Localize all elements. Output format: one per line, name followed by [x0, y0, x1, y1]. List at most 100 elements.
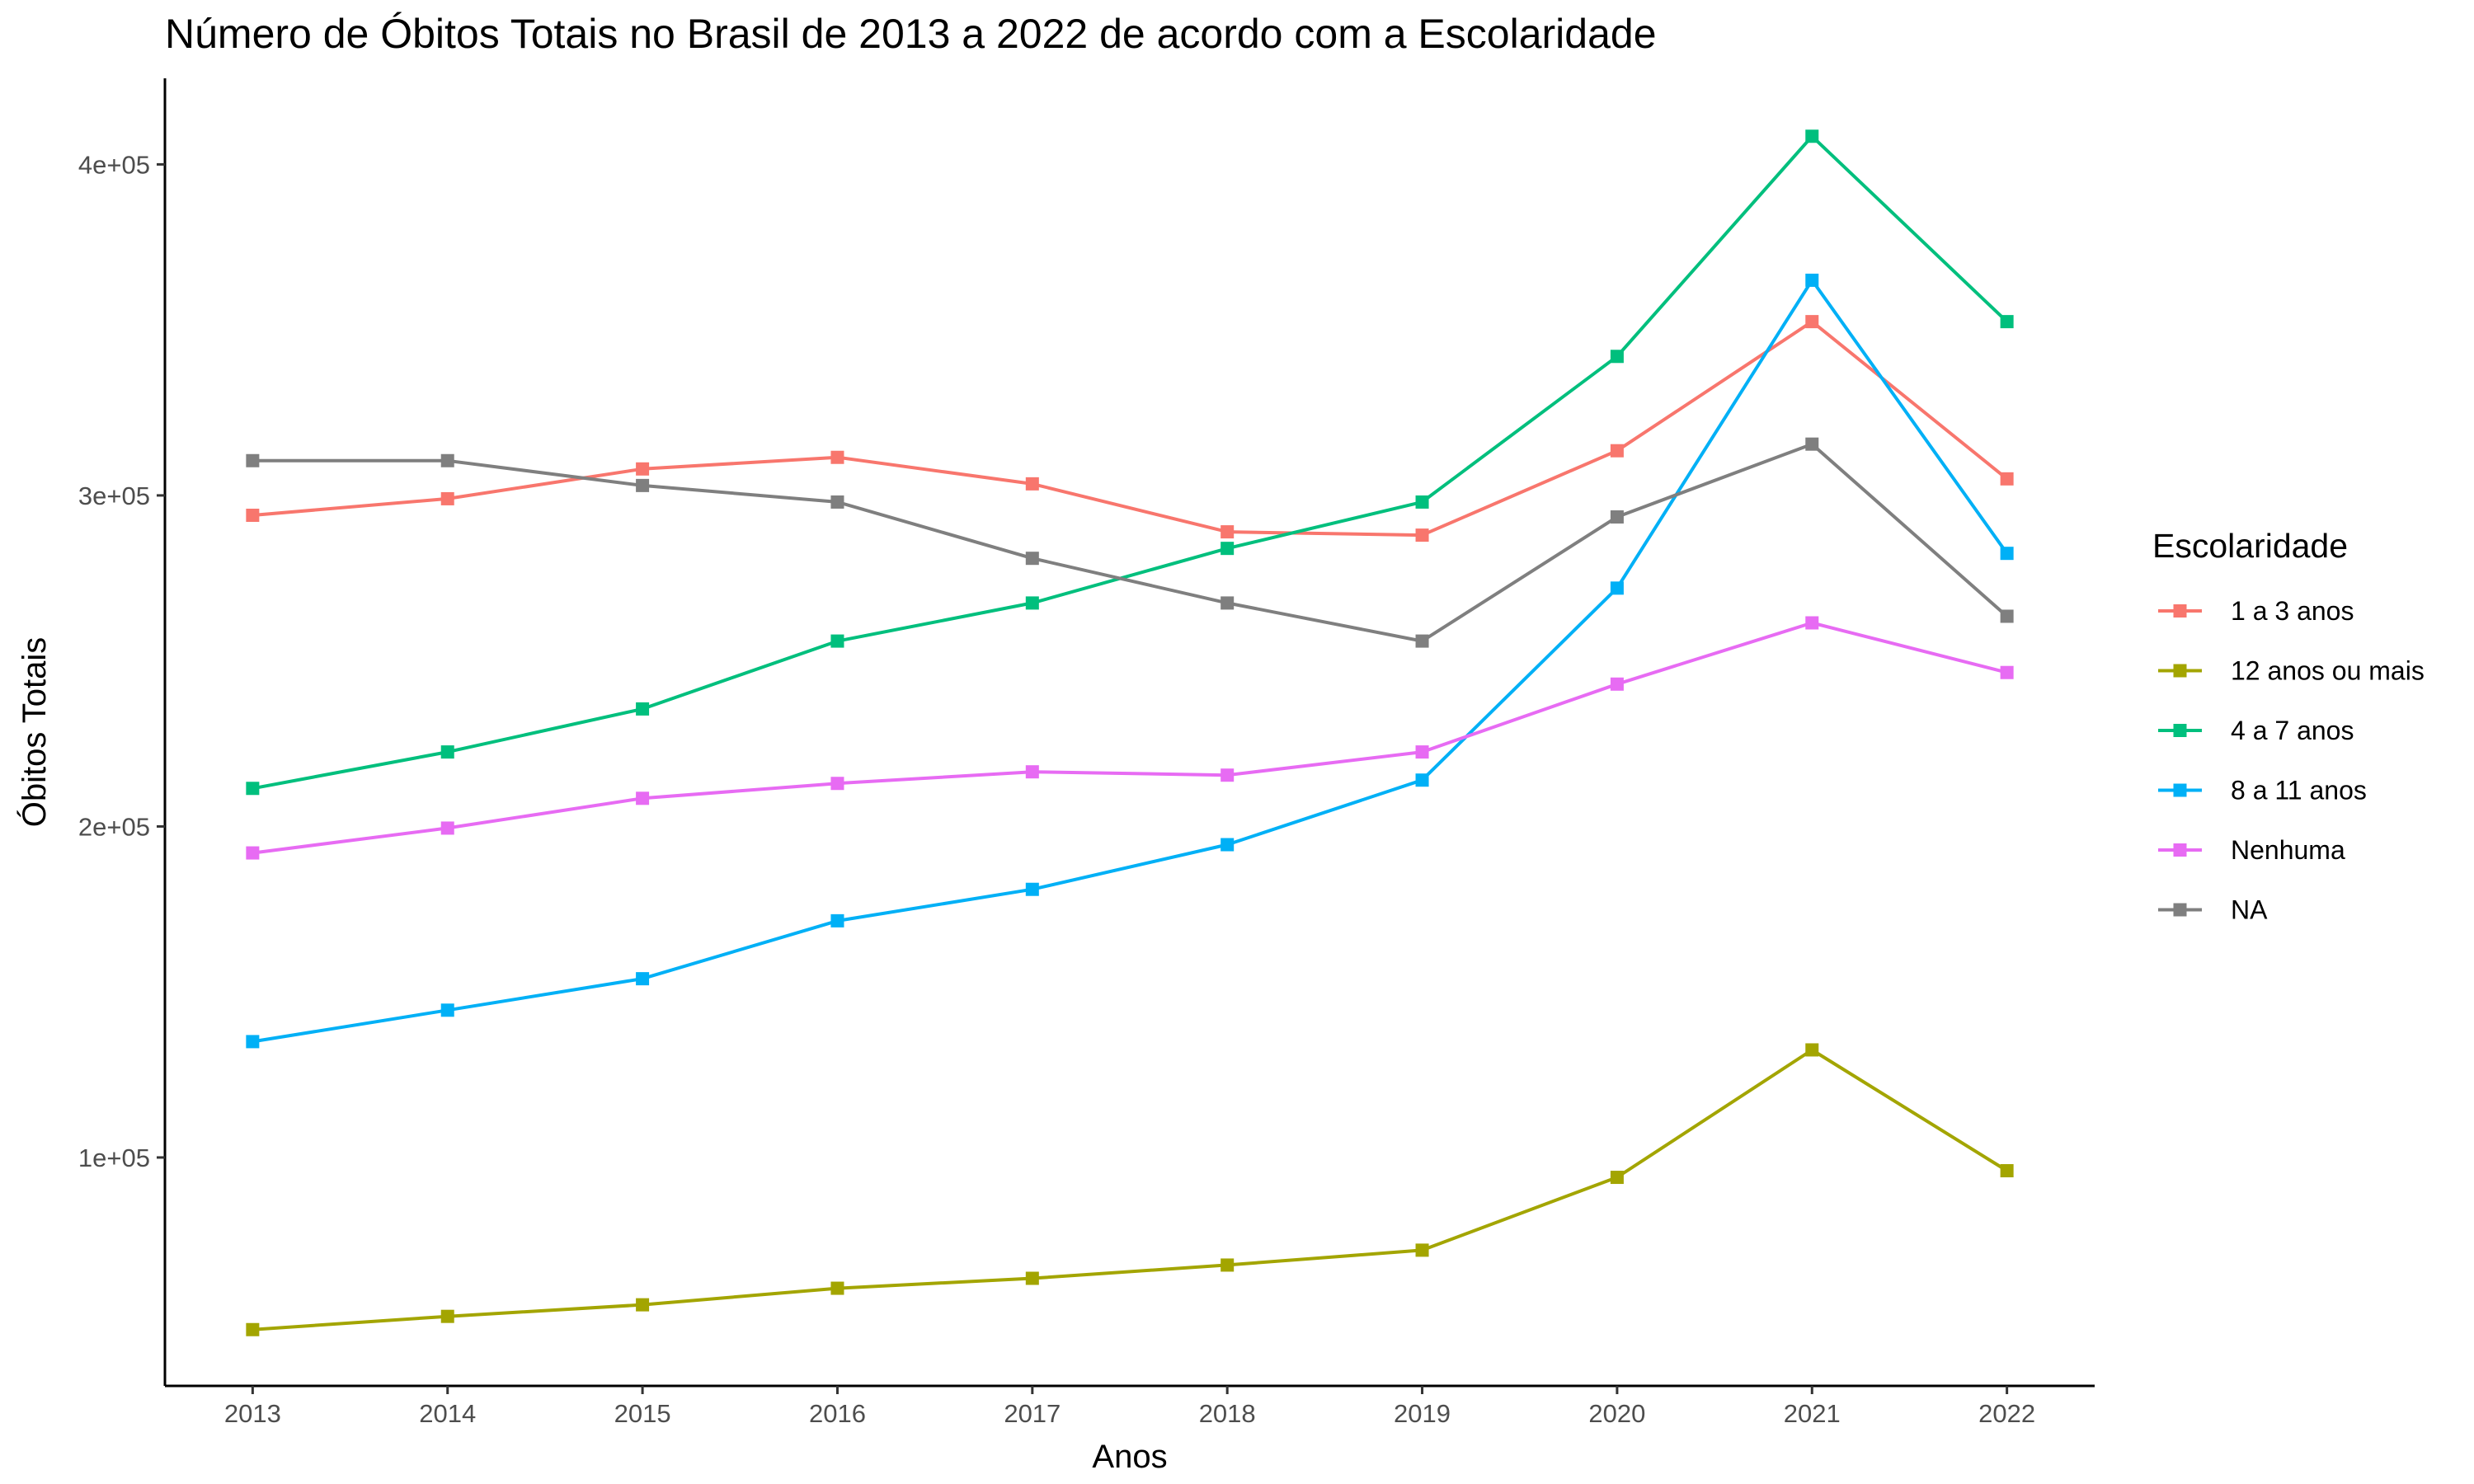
data-point — [246, 782, 260, 796]
data-point — [1805, 1043, 1819, 1057]
data-point — [440, 821, 454, 835]
data-point — [246, 1322, 260, 1336]
x-tick-label: 2014 — [419, 1399, 476, 1428]
x-tick-label: 2017 — [1004, 1399, 1061, 1428]
data-point — [636, 972, 650, 986]
series-line — [252, 621, 2008, 855]
data-point — [1025, 765, 1039, 779]
data-point — [1610, 677, 1624, 691]
x-tick-label: 2021 — [1784, 1399, 1841, 1428]
data-point — [1025, 882, 1039, 896]
data-point — [1221, 525, 1235, 539]
data-point — [1025, 552, 1039, 566]
series-5 — [246, 616, 2014, 860]
data-point — [440, 491, 454, 505]
data-point — [1805, 437, 1819, 451]
data-point — [1221, 768, 1235, 782]
data-point — [1221, 1258, 1235, 1272]
data-point — [246, 1035, 260, 1049]
data-point — [246, 846, 260, 860]
y-axis-ticks: 1e+05 2e+05 3e+05 4e+05 — [78, 150, 165, 1172]
data-point — [1025, 596, 1039, 610]
y-tick-label: 2e+05 — [78, 812, 150, 841]
data-point — [1610, 1171, 1624, 1185]
x-tick-label: 2016 — [809, 1399, 866, 1428]
x-tick-label: 2018 — [1199, 1399, 1256, 1428]
data-point — [1415, 634, 1429, 648]
series-1 — [246, 315, 2014, 542]
data-point — [440, 453, 454, 467]
data-point — [1221, 596, 1235, 610]
data-point — [2000, 547, 2014, 561]
series-4 — [246, 273, 2014, 1049]
data-point — [830, 495, 844, 509]
data-point — [636, 1298, 650, 1312]
data-point — [440, 1309, 454, 1323]
y-tick-label: 3e+05 — [78, 481, 150, 510]
x-tick-label: 2020 — [1588, 1399, 1645, 1428]
x-tick-label: 2015 — [614, 1399, 671, 1428]
legend-item: 1 a 3 anos — [2158, 596, 2354, 626]
series-line — [252, 442, 2008, 643]
legend-label: 1 a 3 anos — [2231, 596, 2354, 626]
series-layer — [246, 129, 2014, 1336]
legend-key-marker — [2173, 604, 2187, 618]
legend-items: 1 a 3 anos 12 anos ou mais 4 a 7 anos 8 a 1… — [2158, 596, 2425, 925]
data-point — [1415, 1243, 1429, 1257]
x-tick-label: 2022 — [1978, 1399, 2035, 1428]
legend-key-marker — [2173, 843, 2187, 857]
data-point — [1610, 510, 1624, 524]
x-tick-label: 2019 — [1394, 1399, 1451, 1428]
legend-item: 12 anos ou mais — [2158, 656, 2425, 686]
data-point — [1415, 773, 1429, 787]
data-point — [1610, 444, 1624, 458]
data-point — [1415, 745, 1429, 759]
data-point — [1805, 129, 1819, 143]
data-point — [440, 1003, 454, 1017]
data-point — [830, 450, 844, 464]
data-point — [246, 509, 260, 523]
data-point — [636, 702, 650, 716]
data-point — [830, 777, 844, 791]
y-tick-label: 4e+05 — [78, 150, 150, 179]
legend-key-marker — [2173, 903, 2187, 917]
legend-label: 4 a 7 anos — [2231, 716, 2354, 745]
data-point — [1415, 495, 1429, 509]
legend-key-marker — [2173, 783, 2187, 797]
legend-key-marker — [2173, 724, 2187, 737]
y-tick-label: 1e+05 — [78, 1144, 150, 1172]
data-point — [1025, 477, 1039, 491]
legend-item: NA — [2158, 895, 2268, 925]
data-point — [636, 478, 650, 492]
data-point — [2000, 665, 2014, 679]
data-point — [2000, 472, 2014, 486]
data-point — [830, 913, 844, 928]
data-point — [2000, 609, 2014, 623]
chart-title: Número de Óbitos Totais no Brasil de 201… — [165, 11, 1657, 57]
data-point — [1610, 581, 1624, 595]
data-point — [2000, 1164, 2014, 1178]
data-point — [1221, 542, 1235, 556]
legend-label: NA — [2231, 895, 2268, 925]
legend-item: Nenhuma — [2158, 835, 2345, 865]
legend-item: 4 a 7 anos — [2158, 716, 2354, 745]
data-point — [1805, 315, 1819, 329]
data-point — [830, 1281, 844, 1295]
series-line — [252, 278, 2009, 1044]
series-2 — [246, 1043, 2014, 1336]
legend-label: 8 a 11 anos — [2231, 776, 2367, 805]
legend-title: Escolaridade — [2152, 527, 2348, 565]
legend-item: 8 a 11 anos — [2158, 776, 2367, 805]
data-point — [1025, 1271, 1039, 1285]
series-6 — [246, 437, 2014, 648]
data-point — [1610, 350, 1624, 364]
data-point — [636, 462, 650, 476]
legend: Escolaridade 1 a 3 anos 12 anos ou mais 4 … — [2152, 527, 2425, 925]
series-line — [252, 320, 2008, 538]
data-point — [2000, 315, 2014, 329]
series-line — [252, 1048, 2008, 1331]
data-point — [1221, 838, 1235, 852]
data-point — [1805, 616, 1819, 630]
